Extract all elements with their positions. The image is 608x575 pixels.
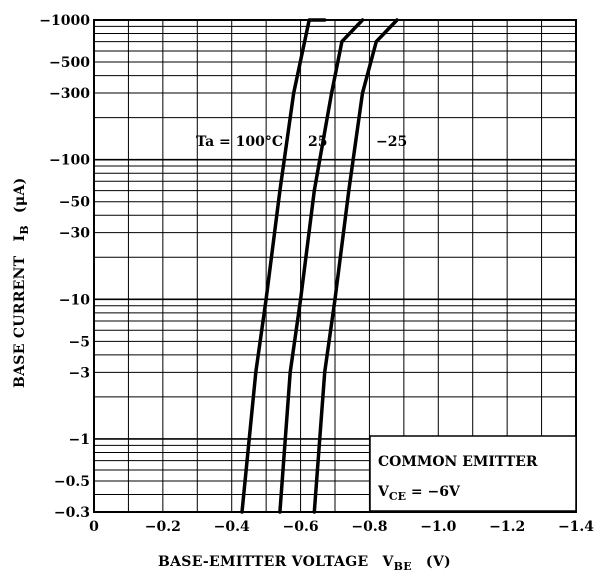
y-tick-label: −1 [69, 432, 90, 448]
label-ta-100: Ta = 100°C [196, 134, 283, 150]
y-tick-label: −500 [49, 55, 90, 71]
x-axis-title: BASE-EMITTER VOLTAGE VBE (V) [158, 554, 451, 573]
y-tick-label: −0.3 [54, 505, 90, 521]
y-tick-label: −5 [69, 334, 90, 350]
curves [240, 18, 399, 514]
legend-common-emitter: COMMON EMITTER [378, 454, 538, 470]
legend-box [369, 435, 577, 512]
y-tick-label: −100 [49, 153, 90, 169]
x-tick-label: −0.4 [214, 519, 250, 535]
x-tick-label: −0.8 [351, 519, 387, 535]
y-tick-label: −0.5 [54, 474, 90, 490]
y-tick-label: −10 [59, 292, 90, 308]
x-tick-label: −1.4 [558, 519, 594, 535]
y-tick-labels: −1000 −500 −300 −100 −50 −30 −10 −5 −3 −1 −0.5 −0.3 [39, 13, 90, 521]
series-line-0 [240, 18, 327, 514]
y-tick-label: −1000 [39, 13, 90, 29]
y-tick-label: −300 [49, 86, 90, 102]
x-tick-label: −0.2 [145, 519, 181, 535]
y-axis-title: BASE CURRENTIB(μA) [12, 178, 31, 389]
x-tick-label: −1.0 [420, 519, 456, 535]
y-tick-label: −3 [69, 365, 90, 381]
label-minus-25: −25 [376, 134, 407, 150]
legend-vce: VCE = −6V [377, 484, 461, 503]
series-line-1 [278, 18, 365, 514]
y-tick-label: −50 [59, 195, 90, 211]
plot-frame [93, 19, 577, 513]
y-tick-label: −30 [59, 226, 90, 242]
x-tick-label: −0.6 [283, 519, 319, 535]
x-tick-labels: 0 −0.2 −0.4 −0.6 −0.8 −1.0 −1.2 −1.4 [89, 519, 594, 535]
series-line-2 [312, 18, 399, 514]
label-25: 25 [308, 134, 327, 150]
x-tick-label: −1.2 [489, 519, 525, 535]
x-tick-label: 0 [89, 519, 99, 535]
